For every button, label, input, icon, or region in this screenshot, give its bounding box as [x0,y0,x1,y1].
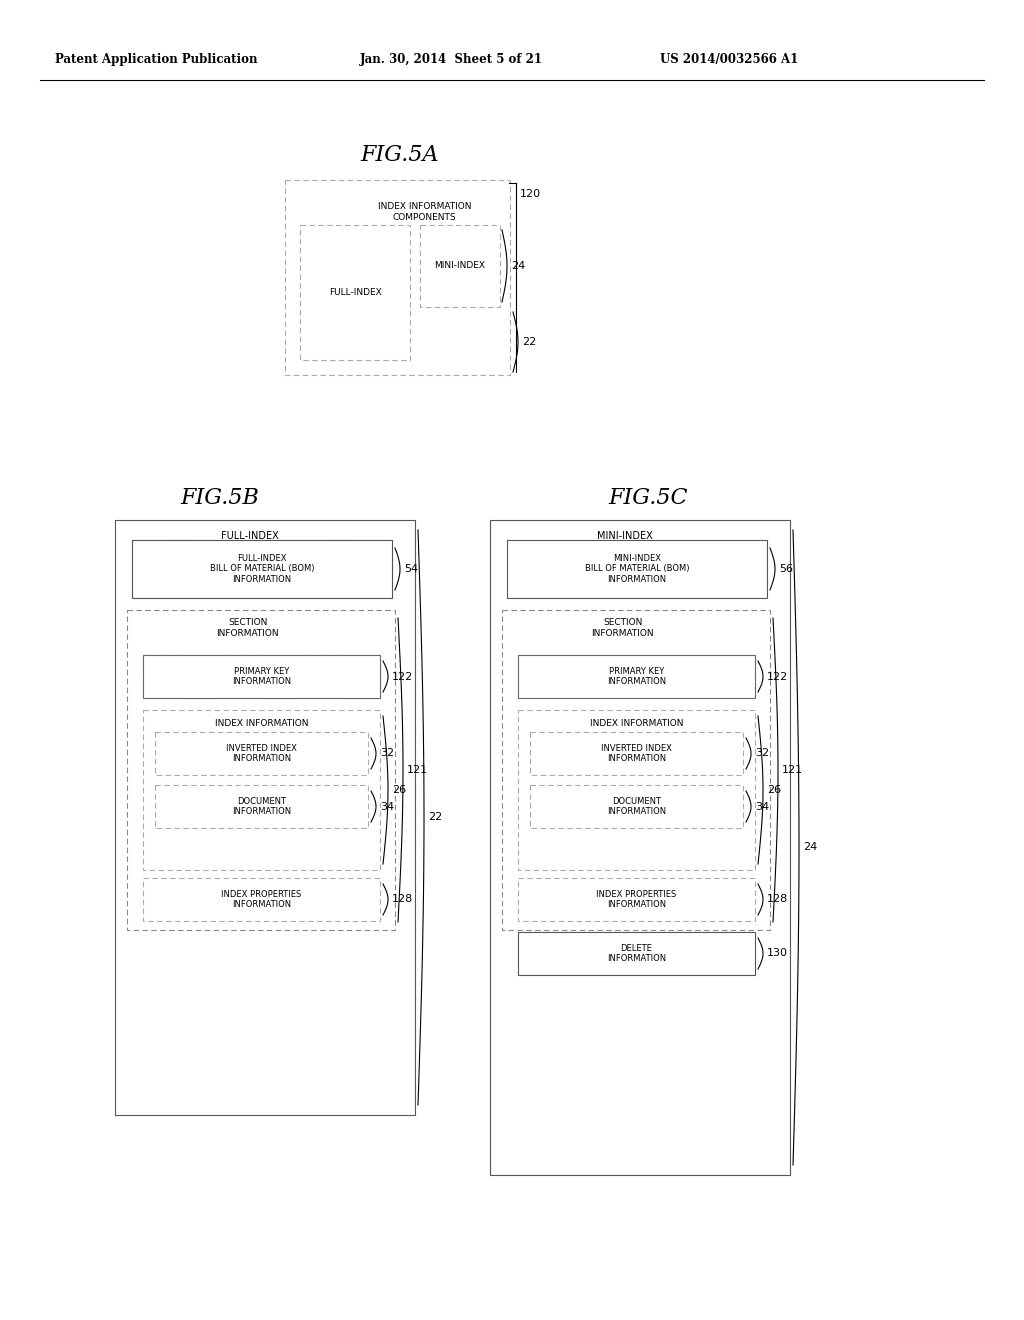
Text: MINI-INDEX
BILL OF MATERIAL (BOM)
INFORMATION: MINI-INDEX BILL OF MATERIAL (BOM) INFORM… [585,554,689,583]
Text: FULL-INDEX
BILL OF MATERIAL (BOM)
INFORMATION: FULL-INDEX BILL OF MATERIAL (BOM) INFORM… [210,554,314,583]
Text: SECTION
INFORMATION: SECTION INFORMATION [216,618,279,638]
Bar [530,785,743,828]
Text: 26: 26 [767,785,781,795]
Text: DELETE
INFORMATION: DELETE INFORMATION [607,944,666,964]
Text: INVERTED INDEX
INFORMATION: INVERTED INDEX INFORMATION [601,743,672,763]
Text: 122: 122 [392,672,414,681]
Bar [502,610,770,931]
Bar [132,540,392,598]
Bar [143,878,380,921]
Text: MINI-INDEX: MINI-INDEX [434,261,485,271]
Text: 32: 32 [380,748,394,759]
Text: 122: 122 [767,672,788,681]
Bar [132,540,392,598]
Text: FIG.5B: FIG.5B [180,487,259,510]
Bar [507,540,767,598]
Text: INDEX PROPERTIES
INFORMATION: INDEX PROPERTIES INFORMATION [221,890,302,909]
Text: INDEX INFORMATION
COMPONENTS: INDEX INFORMATION COMPONENTS [378,202,471,222]
Bar [300,224,410,360]
Text: DOCUMENT
INFORMATION: DOCUMENT INFORMATION [607,797,666,816]
Text: FIG.5A: FIG.5A [360,144,439,166]
Text: SECTION
INFORMATION: SECTION INFORMATION [591,618,654,638]
Bar [143,655,380,698]
Text: 128: 128 [767,895,788,904]
Text: 54: 54 [404,564,418,574]
Text: INDEX INFORMATION: INDEX INFORMATION [215,719,308,729]
Bar [115,520,415,1115]
Bar [518,655,755,698]
Bar [155,785,368,828]
Bar [490,520,790,1175]
Text: 34: 34 [755,801,769,812]
Text: INVERTED INDEX
INFORMATION: INVERTED INDEX INFORMATION [226,743,297,763]
Text: 22: 22 [428,813,442,822]
Bar [285,180,510,375]
Text: 34: 34 [380,801,394,812]
Text: 24: 24 [511,261,525,271]
Bar [518,710,755,870]
Text: 128: 128 [392,895,414,904]
Text: US 2014/0032566 A1: US 2014/0032566 A1 [660,54,799,66]
Text: 24: 24 [803,842,817,853]
Text: DOCUMENT
INFORMATION: DOCUMENT INFORMATION [232,797,291,816]
Text: PRIMARY KEY
INFORMATION: PRIMARY KEY INFORMATION [232,667,291,686]
Text: 130: 130 [767,949,788,958]
Bar [143,655,380,698]
Bar [420,224,500,308]
Text: INDEX PROPERTIES
INFORMATION: INDEX PROPERTIES INFORMATION [596,890,677,909]
Text: INDEX INFORMATION: INDEX INFORMATION [590,719,683,729]
Bar [518,878,755,921]
Text: 121: 121 [407,766,428,775]
Text: Patent Application Publication: Patent Application Publication [55,54,257,66]
Text: FULL-INDEX: FULL-INDEX [329,288,381,297]
Text: FULL-INDEX: FULL-INDEX [221,531,279,541]
Text: 56: 56 [779,564,793,574]
Text: MINI-INDEX: MINI-INDEX [597,531,653,541]
Bar [143,710,380,870]
Text: 22: 22 [522,337,537,347]
Text: 120: 120 [520,189,541,199]
Bar [155,733,368,775]
Bar [518,932,755,975]
Text: 26: 26 [392,785,407,795]
Text: 121: 121 [782,766,803,775]
Bar [530,733,743,775]
Bar [127,610,395,931]
Text: Jan. 30, 2014  Sheet 5 of 21: Jan. 30, 2014 Sheet 5 of 21 [360,54,543,66]
Text: FIG.5C: FIG.5C [608,487,688,510]
Text: 32: 32 [755,748,769,759]
Text: PRIMARY KEY
INFORMATION: PRIMARY KEY INFORMATION [607,667,666,686]
